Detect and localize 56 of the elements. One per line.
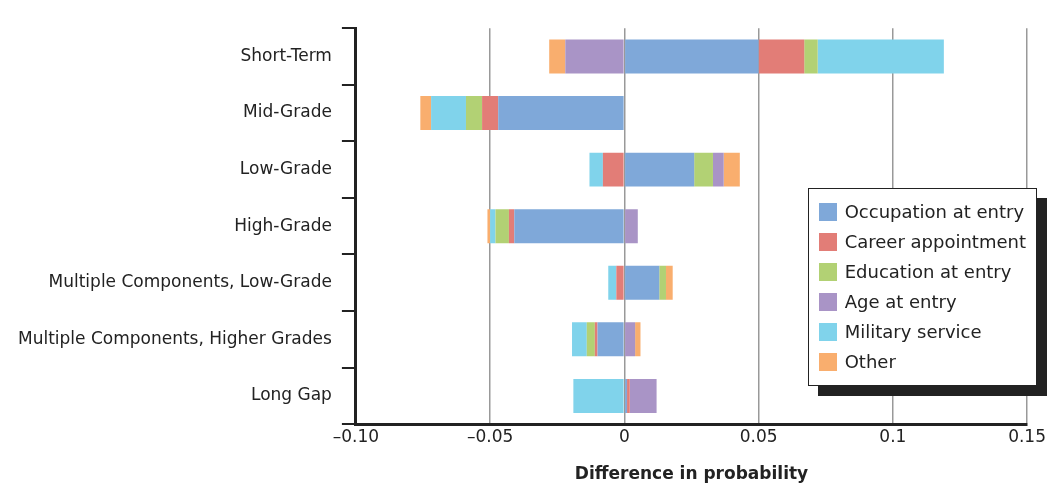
bar xyxy=(723,152,740,187)
bar xyxy=(586,322,595,357)
bar xyxy=(629,378,657,413)
bar xyxy=(665,265,673,300)
bar xyxy=(659,265,666,300)
bar xyxy=(487,209,491,244)
x-tick-label: 0 xyxy=(618,425,630,446)
legend-label: Career appointment xyxy=(844,230,1026,254)
bar xyxy=(508,209,515,244)
bar xyxy=(589,152,603,187)
bar xyxy=(431,96,466,131)
bar xyxy=(625,152,695,187)
x-tick-label: 0.15 xyxy=(1008,425,1046,446)
bar xyxy=(602,152,624,187)
bar xyxy=(694,152,713,187)
bar xyxy=(465,96,483,131)
y-tick-label: Multiple Components, Higher Grades xyxy=(18,327,333,348)
bar xyxy=(514,209,624,244)
bar xyxy=(498,96,624,131)
legend-label: Military service xyxy=(844,320,982,344)
x-tick-label: –0.10 xyxy=(332,425,380,446)
y-tick-label: Multiple Components, Low-Grade xyxy=(48,271,332,292)
bar xyxy=(758,39,805,74)
bar xyxy=(482,96,499,131)
legend-label: Occupation at entry xyxy=(844,200,1025,224)
bar xyxy=(625,265,660,300)
y-tick-label: Low-Grade xyxy=(239,158,332,179)
bar xyxy=(565,39,624,74)
bar xyxy=(420,96,432,131)
bar xyxy=(573,378,624,413)
x-tick-label: 0.05 xyxy=(739,425,778,446)
bar xyxy=(597,322,624,357)
bar xyxy=(608,265,617,300)
bar xyxy=(616,265,624,300)
bar xyxy=(625,322,636,357)
bar xyxy=(817,39,944,74)
y-tick-label: Long Gap xyxy=(250,384,332,405)
bar xyxy=(635,322,641,357)
y-tick-label: Short-Term xyxy=(240,44,332,65)
bar xyxy=(712,152,724,187)
bar xyxy=(625,209,638,244)
bar xyxy=(495,209,509,244)
legend-label: Education at entry xyxy=(844,260,1012,284)
bar xyxy=(572,322,587,357)
bar xyxy=(490,209,496,244)
bar xyxy=(594,322,598,357)
x-axis-title: Difference in probability xyxy=(574,463,809,484)
x-tick-label: –0.05 xyxy=(466,425,514,446)
legend-label: Other xyxy=(844,350,896,374)
bar xyxy=(804,39,818,74)
legend-label: Age at entry xyxy=(844,290,957,314)
y-tick-label: Mid-Grade xyxy=(243,101,332,122)
y-tick-label: High-Grade xyxy=(234,214,332,235)
bar xyxy=(549,39,566,74)
x-tick-label: 0.1 xyxy=(879,425,907,446)
bar xyxy=(625,39,759,74)
